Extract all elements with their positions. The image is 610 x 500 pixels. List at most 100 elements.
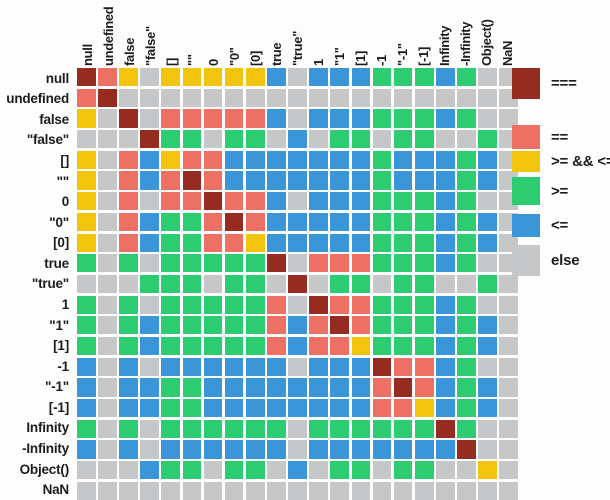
matrix-cell: [478, 192, 497, 211]
matrix-cell: [98, 274, 117, 294]
matrix-cell: [288, 419, 307, 438]
col-label: "false": [143, 26, 158, 66]
matrix-cell: [414, 130, 434, 149]
row-label: "false": [26, 132, 69, 148]
matrix-cell: [140, 336, 159, 356]
matrix-cell: [267, 378, 286, 397]
col-label: [0]: [248, 51, 263, 66]
matrix-cell: [436, 440, 455, 459]
matrix-cell: [182, 192, 202, 211]
matrix-cell: [203, 481, 223, 500]
matrix-cell: [245, 440, 265, 459]
matrix-cell: [224, 295, 244, 314]
col-label: -1: [374, 55, 389, 66]
matrix-cell: [182, 150, 202, 169]
matrix-cell: [161, 233, 181, 252]
matrix-cell: [330, 212, 350, 232]
matrix-cell: [372, 316, 392, 335]
matrix-cell: [351, 212, 371, 232]
matrix-cell: [436, 378, 455, 397]
matrix-cell: [309, 88, 328, 107]
matrix-cell: [203, 295, 223, 314]
matrix-cell: [140, 399, 159, 418]
row-label: Object(): [19, 461, 70, 477]
matrix-cell: [182, 295, 202, 314]
matrix-cell: [288, 192, 307, 211]
matrix-cell: [288, 171, 307, 190]
matrix-cell: [330, 419, 350, 438]
matrix-cell: [330, 316, 350, 335]
matrix-cell: [224, 192, 244, 211]
matrix-cell: [245, 254, 265, 273]
matrix-cell: [140, 254, 159, 273]
matrix-cell: [288, 88, 307, 107]
matrix-cell: [372, 192, 392, 211]
matrix-cell: [119, 336, 138, 356]
matrix-cell: [224, 68, 244, 87]
matrix-cell: [98, 192, 117, 211]
matrix-cell: [436, 481, 455, 500]
matrix-cell: [457, 150, 476, 169]
matrix-cell: [224, 130, 244, 149]
matrix-cell: [245, 88, 265, 107]
matrix-cell: [224, 336, 244, 356]
matrix-cell: [330, 274, 350, 294]
matrix-cell: [372, 357, 392, 376]
matrix-cell: [140, 109, 159, 128]
matrix-cell: [436, 274, 455, 294]
row-label: []: [60, 153, 69, 169]
matrix-cell: [457, 378, 476, 397]
legend-label: <=: [551, 217, 569, 234]
matrix-cell: [478, 440, 497, 459]
matrix-cell: [478, 316, 497, 335]
matrix-cell: [457, 68, 476, 87]
matrix-cell: [393, 171, 413, 190]
matrix-cell: [330, 399, 350, 418]
matrix-cell: [224, 88, 244, 107]
matrix-cell: [393, 440, 413, 459]
matrix-cell: [457, 399, 476, 418]
row-label: 1: [61, 297, 70, 313]
matrix-cell: [77, 357, 96, 376]
matrix-cell: [436, 88, 455, 107]
matrix-cell: [288, 212, 307, 232]
matrix-cell: [457, 88, 476, 107]
matrix-cell: [203, 192, 223, 211]
matrix-cell: [245, 336, 265, 356]
matrix-cell: [414, 68, 434, 87]
matrix-cell: [393, 481, 413, 500]
matrix-cell: [119, 130, 138, 149]
legend-swatch: [512, 214, 540, 237]
row-label: NaN: [42, 482, 70, 498]
matrix-cell: [98, 316, 117, 335]
matrix-cell: [245, 130, 265, 149]
matrix-cell: [182, 212, 202, 232]
matrix-cell: [267, 88, 286, 107]
matrix-cell: [372, 440, 392, 459]
matrix-cell: [457, 440, 476, 459]
legend-swatch: [512, 177, 540, 205]
matrix-cell: [140, 88, 159, 107]
col-label: -Infinity: [458, 21, 473, 66]
matrix-cell: [98, 481, 117, 500]
matrix-cell: [309, 336, 328, 356]
matrix-cell: [267, 150, 286, 169]
matrix-cell: [372, 378, 392, 397]
matrix-cell: [77, 336, 96, 356]
matrix-cell: [288, 461, 307, 480]
matrix-cell: [182, 378, 202, 397]
matrix-cell: [499, 109, 518, 128]
matrix-cell: [77, 378, 96, 397]
matrix-cell: [267, 336, 286, 356]
matrix-cell: [224, 233, 244, 252]
matrix-cell: [182, 481, 202, 500]
matrix-cell: [119, 440, 138, 459]
matrix-cell: [245, 378, 265, 397]
matrix-cell: [414, 254, 434, 273]
matrix-cell: [267, 295, 286, 314]
matrix-cell: [330, 88, 350, 107]
matrix-cell: [478, 378, 497, 397]
matrix-cell: [309, 109, 328, 128]
matrix-cell: [182, 336, 202, 356]
matrix-cell: [351, 399, 371, 418]
